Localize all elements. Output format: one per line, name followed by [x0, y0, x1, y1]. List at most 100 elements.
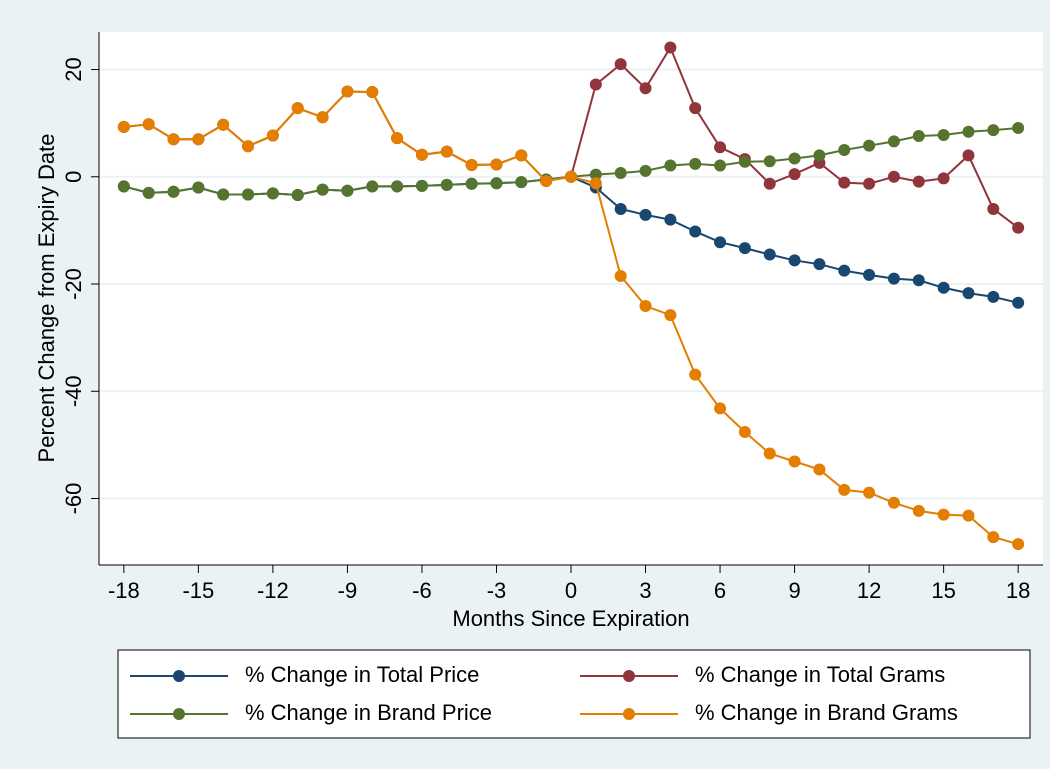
y-tick-label: -40 [61, 375, 86, 407]
marker [863, 486, 876, 499]
marker [614, 202, 627, 215]
marker [341, 184, 354, 197]
marker [813, 149, 826, 162]
marker [887, 496, 900, 509]
marker [912, 274, 925, 287]
marker [863, 268, 876, 281]
marker [366, 86, 379, 99]
marker [689, 368, 702, 381]
marker [540, 175, 553, 188]
marker [788, 455, 801, 468]
marker [962, 125, 975, 138]
legend-label: % Change in Total Price [245, 662, 479, 687]
marker [1012, 121, 1025, 134]
marker [987, 202, 1000, 215]
marker [763, 248, 776, 261]
marker [664, 213, 677, 226]
marker [937, 172, 950, 185]
marker [490, 177, 503, 190]
marker [664, 309, 677, 322]
marker [515, 176, 528, 189]
marker [142, 118, 155, 131]
marker [242, 188, 255, 201]
marker [440, 178, 453, 191]
y-tick-label: -20 [61, 268, 86, 300]
y-axis-title: Percent Change from Expiry Date [34, 134, 59, 463]
marker [689, 102, 702, 115]
marker [415, 148, 428, 161]
marker [887, 170, 900, 183]
marker [813, 258, 826, 271]
marker [912, 504, 925, 517]
x-tick-label: -15 [182, 578, 214, 603]
marker [987, 290, 1000, 303]
x-tick-label: 18 [1006, 578, 1030, 603]
marker [962, 149, 975, 162]
marker [316, 111, 329, 124]
marker [813, 463, 826, 476]
marker [863, 139, 876, 152]
marker [714, 402, 727, 415]
marker [142, 186, 155, 199]
marker [639, 208, 652, 221]
x-tick-label: -9 [338, 578, 358, 603]
plot-area [99, 32, 1043, 565]
marker [391, 132, 404, 145]
marker [689, 157, 702, 170]
marker [937, 508, 950, 521]
marker [589, 168, 602, 181]
marker [987, 124, 1000, 137]
marker [937, 281, 950, 294]
x-tick-label: -18 [108, 578, 140, 603]
marker [266, 187, 279, 200]
marker [614, 269, 627, 282]
marker [217, 118, 230, 131]
marker [589, 177, 602, 190]
x-tick-label: 6 [714, 578, 726, 603]
marker [838, 483, 851, 496]
marker [366, 180, 379, 193]
marker [863, 177, 876, 190]
marker [714, 141, 727, 154]
marker [912, 175, 925, 188]
marker [490, 158, 503, 171]
marker [763, 155, 776, 168]
legend-label: % Change in Brand Price [245, 700, 492, 725]
x-tick-label: -3 [487, 578, 507, 603]
marker [788, 254, 801, 267]
marker [714, 236, 727, 249]
marker [738, 426, 751, 439]
x-tick-label: 3 [639, 578, 651, 603]
marker [738, 155, 751, 168]
marker [763, 447, 776, 460]
y-tick-label: 0 [61, 171, 86, 183]
marker [639, 300, 652, 313]
marker [887, 272, 900, 285]
y-tick-label: -60 [61, 483, 86, 515]
marker [291, 102, 304, 115]
marker [664, 41, 677, 54]
marker [217, 188, 230, 201]
marker [1012, 538, 1025, 551]
x-tick-label: 0 [565, 578, 577, 603]
marker [838, 143, 851, 156]
marker [838, 176, 851, 189]
marker [1012, 296, 1025, 309]
marker [465, 158, 478, 171]
marker [962, 509, 975, 522]
marker [167, 185, 180, 198]
marker [788, 152, 801, 165]
marker [1012, 221, 1025, 234]
legend-marker [623, 708, 635, 720]
marker [763, 177, 776, 190]
marker [167, 133, 180, 146]
marker [316, 183, 329, 196]
marker [465, 177, 478, 190]
marker [962, 287, 975, 300]
marker [912, 130, 925, 143]
legend-marker [623, 670, 635, 682]
marker [291, 189, 304, 202]
legend [117, 649, 1031, 739]
marker [192, 181, 205, 194]
marker [391, 180, 404, 193]
